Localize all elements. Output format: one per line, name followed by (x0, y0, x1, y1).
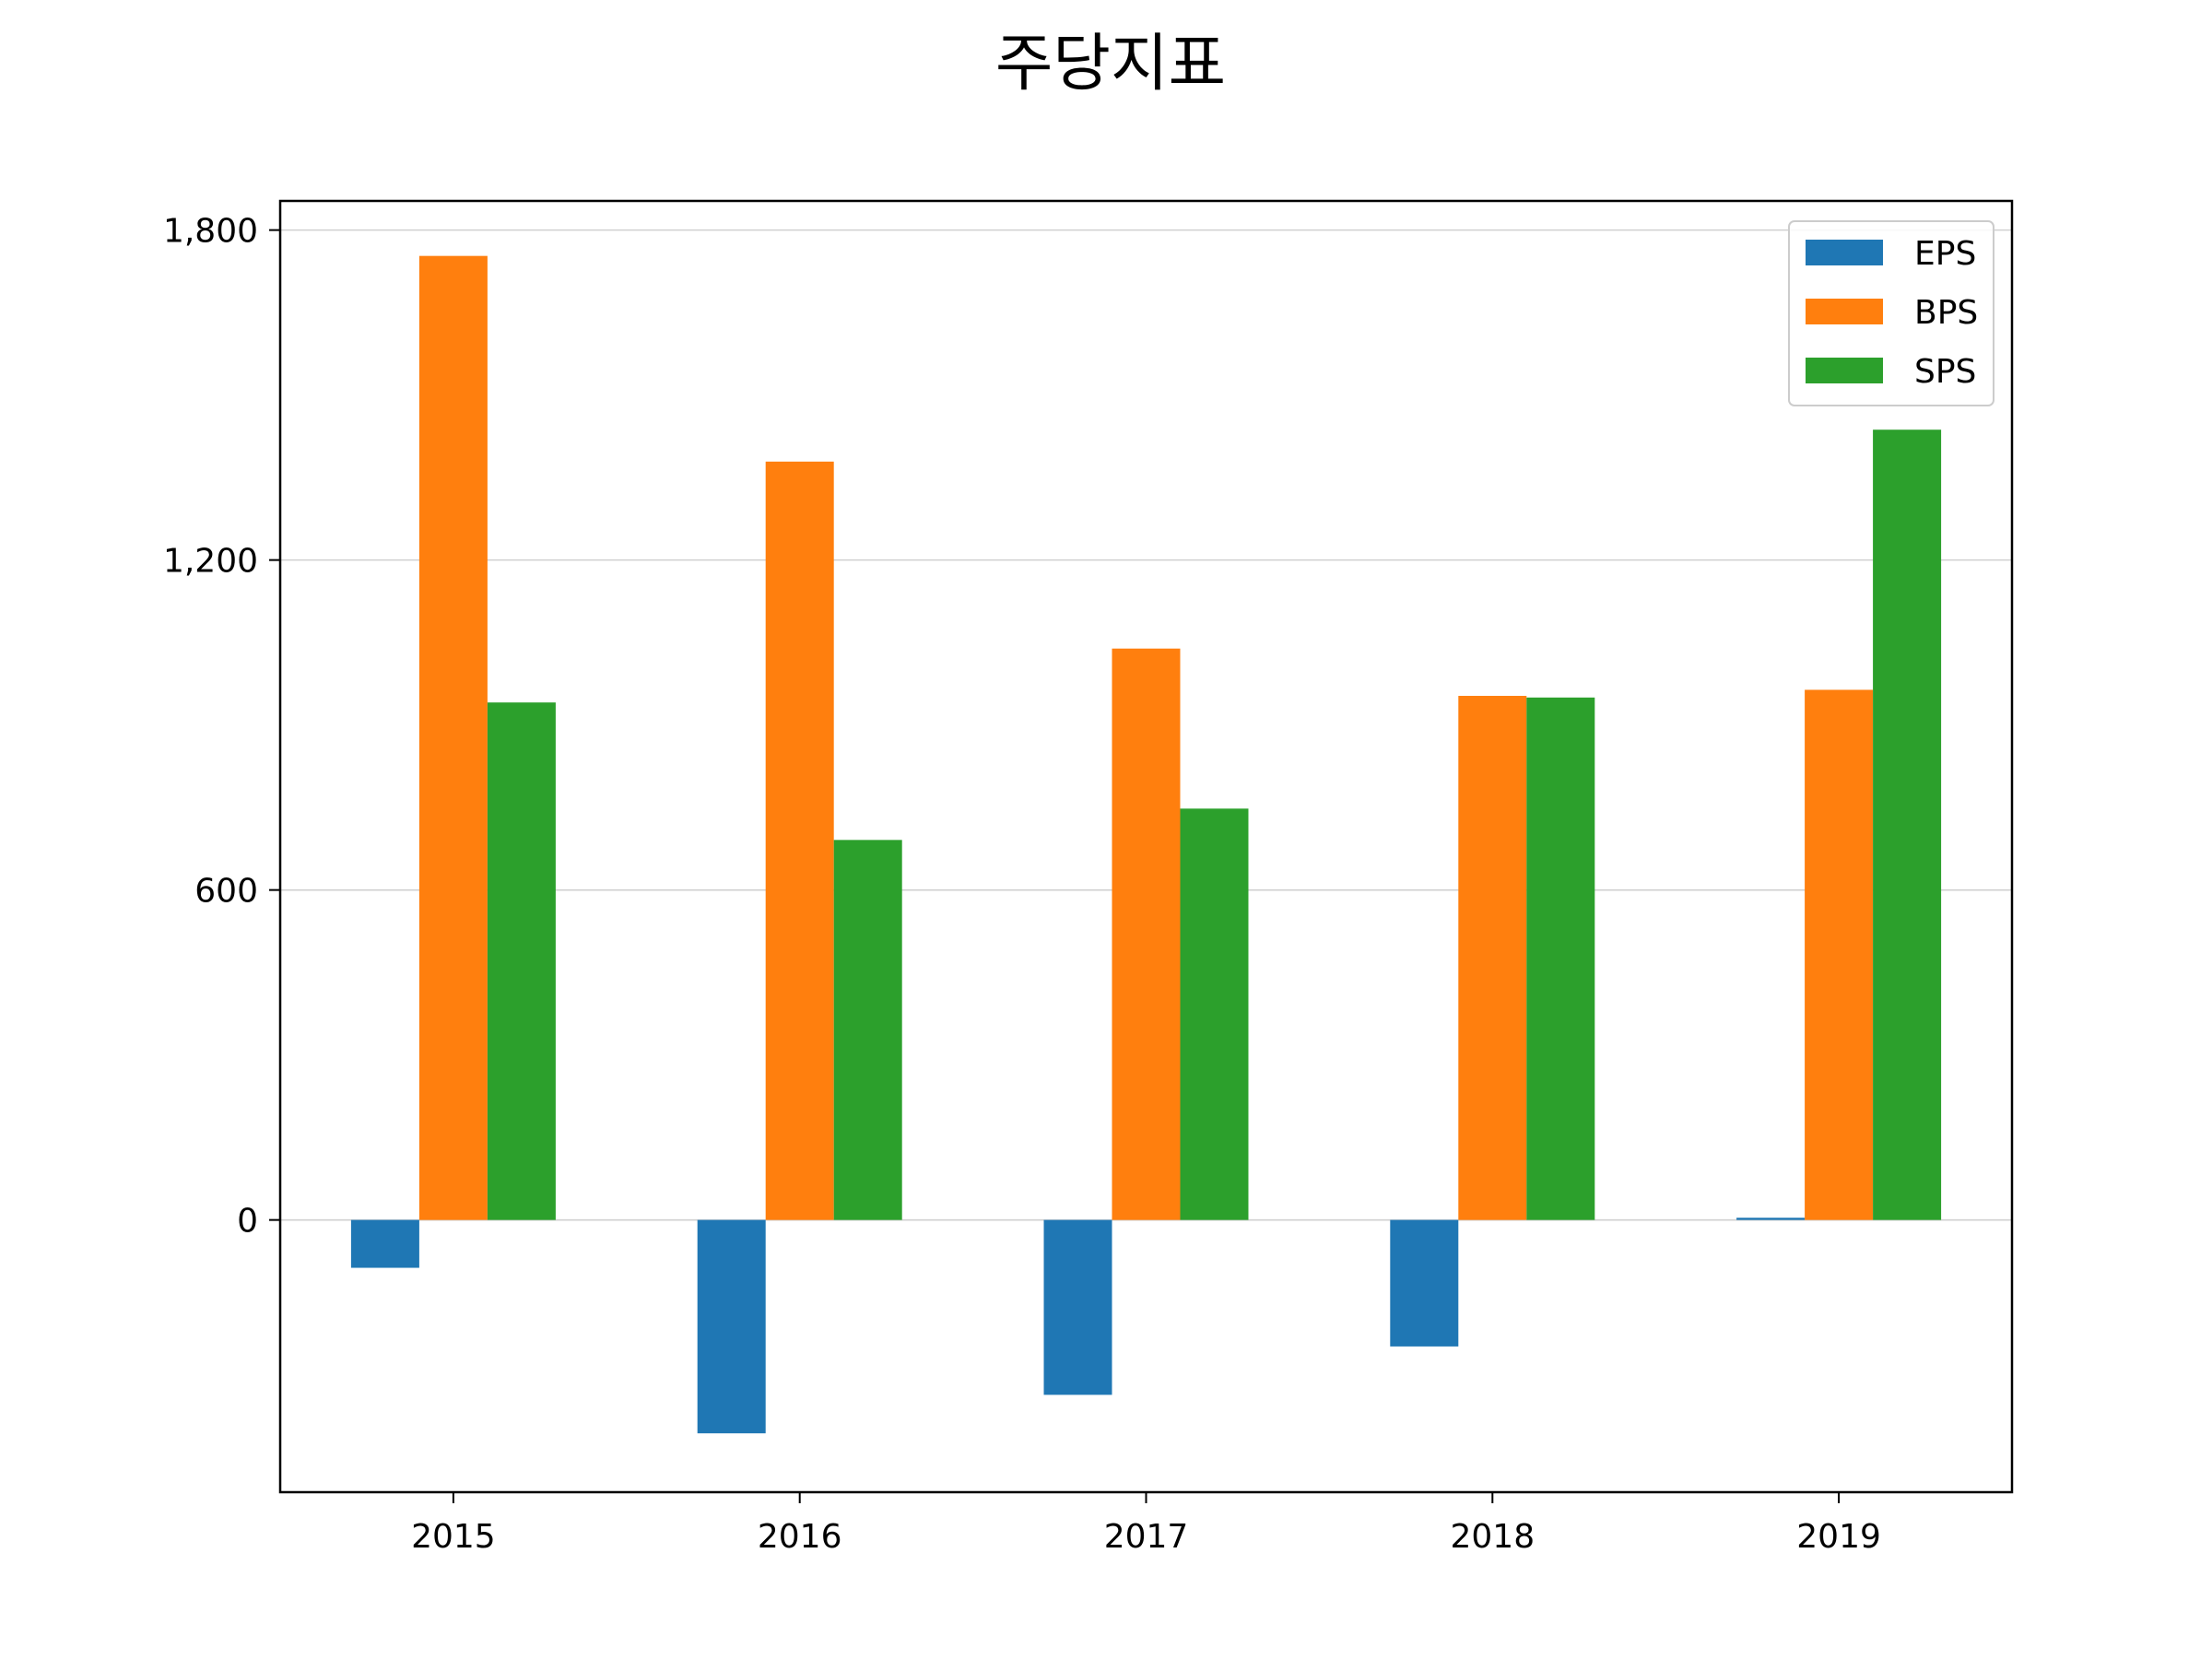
bar-sps-2015 (487, 702, 556, 1220)
x-tick-label: 2017 (1104, 1518, 1189, 1556)
x-tick-label: 2015 (411, 1518, 496, 1556)
bar-eps-2018 (1390, 1219, 1459, 1347)
y-tick-label: 0 (237, 1203, 258, 1241)
bar-sps-2018 (1526, 697, 1595, 1220)
y-tick-label: 1,200 (163, 543, 258, 581)
bar-sps-2019 (1873, 429, 1942, 1220)
x-tick-label: 2016 (758, 1518, 842, 1556)
bars (350, 255, 1942, 1434)
y-tick-label: 1,800 (163, 213, 258, 251)
bar-bps-2019 (1805, 689, 1874, 1220)
chart-title: 주당지표 (995, 28, 1226, 100)
legend-label-eps: EPS (1914, 235, 1976, 273)
legend-label-sps: SPS (1914, 353, 1976, 391)
plot-area: 0 600 1,200 1,800 2015 2016 2017 2018 2019 (163, 199, 2014, 1556)
legend: EPS BPS SPS (1788, 220, 1994, 406)
x-axis: 2015 2016 2017 2018 2019 (411, 1492, 1881, 1556)
legend-swatch-sps (1806, 358, 1883, 383)
bar-sps-2016 (833, 840, 902, 1220)
bar-bps-2015 (418, 255, 488, 1220)
y-tick-label: 600 (194, 873, 258, 911)
bar-bps-2018 (1458, 696, 1527, 1220)
bar-bps-2016 (765, 461, 834, 1220)
legend-swatch-bps (1806, 299, 1883, 324)
bar-eps-2015 (350, 1219, 419, 1268)
bar-sps-2017 (1180, 808, 1249, 1220)
legend-swatch-eps (1806, 240, 1883, 265)
bar-eps-2019 (1736, 1218, 1806, 1220)
y-axis: 0 600 1,200 1,800 (163, 213, 280, 1241)
bar-bps-2017 (1112, 648, 1181, 1220)
bar-eps-2017 (1043, 1219, 1112, 1395)
x-tick-label: 2019 (1796, 1518, 1881, 1556)
x-tick-label: 2018 (1450, 1518, 1535, 1556)
legend-label-bps: BPS (1914, 294, 1978, 332)
bar-eps-2016 (697, 1219, 766, 1434)
